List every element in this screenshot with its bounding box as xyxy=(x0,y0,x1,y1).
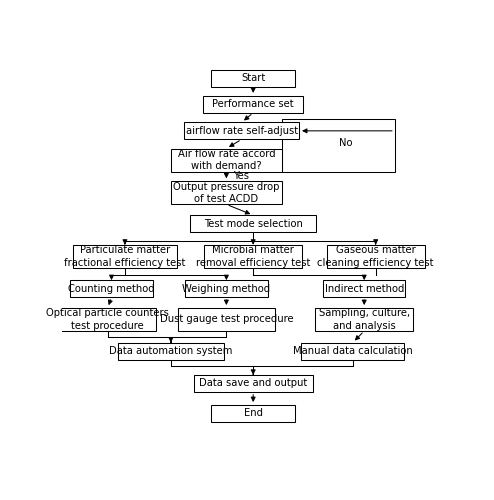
Text: No: No xyxy=(339,138,353,148)
FancyBboxPatch shape xyxy=(118,342,223,359)
FancyBboxPatch shape xyxy=(282,118,395,172)
FancyBboxPatch shape xyxy=(190,215,316,232)
FancyBboxPatch shape xyxy=(184,122,299,140)
Text: Start: Start xyxy=(241,74,265,84)
Text: Data save and output: Data save and output xyxy=(199,378,307,388)
Text: Output pressure drop
of test ACDD: Output pressure drop of test ACDD xyxy=(173,182,280,204)
FancyBboxPatch shape xyxy=(211,405,295,422)
Text: Dust gauge test procedure: Dust gauge test procedure xyxy=(160,314,293,324)
FancyBboxPatch shape xyxy=(315,308,413,331)
Text: Optical particle counters
test procedure: Optical particle counters test procedure xyxy=(46,308,169,330)
Text: Indirect method: Indirect method xyxy=(325,284,404,294)
FancyBboxPatch shape xyxy=(70,280,153,297)
FancyBboxPatch shape xyxy=(73,245,177,268)
Text: airflow rate self-adjust: airflow rate self-adjust xyxy=(186,126,298,136)
Text: Manual data calculation: Manual data calculation xyxy=(293,346,412,356)
FancyBboxPatch shape xyxy=(194,375,313,392)
Text: Air flow rate accord
with demand?: Air flow rate accord with demand? xyxy=(177,149,275,172)
FancyBboxPatch shape xyxy=(171,182,282,204)
Text: Counting method: Counting method xyxy=(68,284,155,294)
FancyBboxPatch shape xyxy=(327,245,424,268)
FancyBboxPatch shape xyxy=(185,280,268,297)
Text: Performance set: Performance set xyxy=(212,100,294,110)
FancyBboxPatch shape xyxy=(177,308,275,331)
Text: Data automation system: Data automation system xyxy=(109,346,233,356)
Text: Weighing method: Weighing method xyxy=(182,284,270,294)
FancyBboxPatch shape xyxy=(301,342,405,359)
FancyBboxPatch shape xyxy=(323,280,406,297)
FancyBboxPatch shape xyxy=(204,96,303,112)
Text: Sampling, culture,
and analysis: Sampling, culture, and analysis xyxy=(319,308,410,330)
Text: End: End xyxy=(244,408,263,418)
Text: Yes: Yes xyxy=(233,172,249,181)
FancyBboxPatch shape xyxy=(211,70,295,87)
Text: Test mode selection: Test mode selection xyxy=(204,218,303,228)
Text: Microbial matter
removal efficiency test: Microbial matter removal efficiency test xyxy=(196,245,310,268)
FancyBboxPatch shape xyxy=(171,148,282,172)
Text: Particulate matter
fractional efficiency test: Particulate matter fractional efficiency… xyxy=(64,245,186,268)
Text: Gaseous matter
cleaning efficiency test: Gaseous matter cleaning efficiency test xyxy=(318,245,434,268)
FancyBboxPatch shape xyxy=(205,245,302,268)
FancyBboxPatch shape xyxy=(60,308,156,331)
